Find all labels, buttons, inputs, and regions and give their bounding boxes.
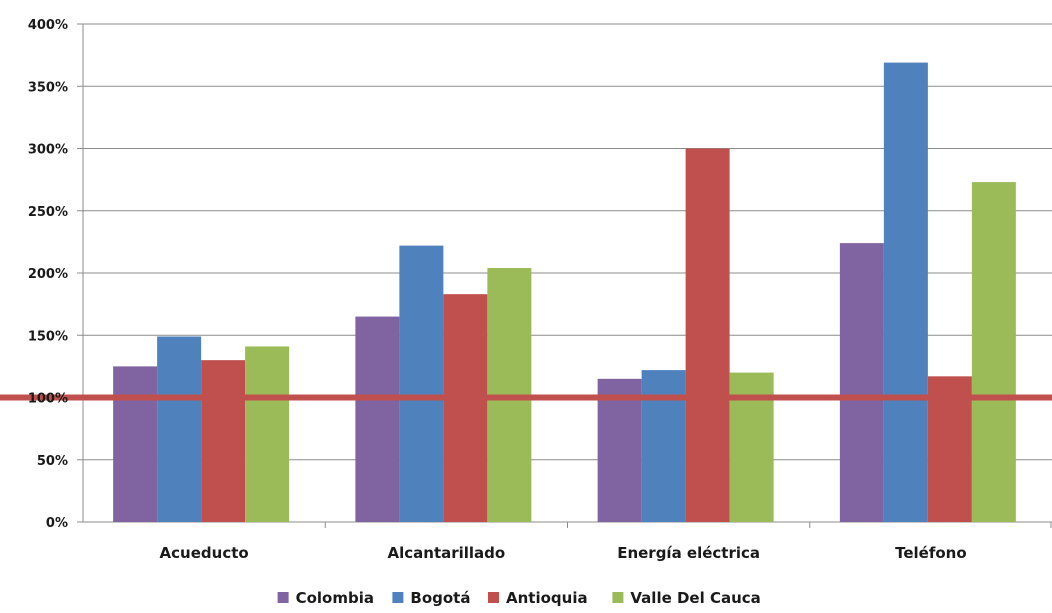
x-tick-label: Energía eléctrica xyxy=(617,544,760,562)
bar xyxy=(399,245,444,523)
y-tick-label: 350% xyxy=(28,80,68,95)
legend-swatch xyxy=(612,592,624,603)
y-tick-label: 100% xyxy=(28,392,68,407)
bar xyxy=(641,370,686,522)
bar xyxy=(597,378,642,522)
bar xyxy=(839,243,884,522)
bar xyxy=(113,366,158,522)
legend-label: Antioquia xyxy=(506,589,588,607)
x-tick-label: Alcantarillado xyxy=(388,544,506,562)
y-tick-label: 250% xyxy=(28,205,68,220)
x-tick-label: Teléfono xyxy=(895,544,967,562)
y-tick-label: 200% xyxy=(28,267,68,282)
x-tick-label: Acueducto xyxy=(160,544,249,562)
bar xyxy=(927,376,972,522)
bars xyxy=(113,62,1016,523)
legend-swatch xyxy=(277,592,289,603)
legend-label: Colombia xyxy=(296,589,374,607)
bar xyxy=(971,182,1016,523)
legend-label: Valle Del Cauca xyxy=(630,589,760,607)
bar xyxy=(685,148,730,522)
bar xyxy=(245,346,290,522)
bar xyxy=(157,336,202,522)
legend-swatch xyxy=(392,592,404,603)
y-tick-label: 300% xyxy=(28,143,68,158)
bar xyxy=(443,294,488,522)
y-tick-label: 50% xyxy=(37,454,68,469)
bar xyxy=(355,316,400,522)
bar xyxy=(883,62,928,522)
bar xyxy=(201,360,246,522)
tick-labels: 0% 50% 100% 150% 200% 250% 300% 350% 400% Acueduc… xyxy=(28,18,967,562)
legend-swatch xyxy=(488,592,499,603)
y-tick-label: 400% xyxy=(28,18,68,33)
y-tick-label: 0% xyxy=(46,516,68,531)
y-tick-label: 150% xyxy=(28,329,68,344)
legend: Colombia Bogotá Antioquia Valle Del Cauca xyxy=(277,589,761,607)
legend-label: Bogotá xyxy=(410,589,470,607)
